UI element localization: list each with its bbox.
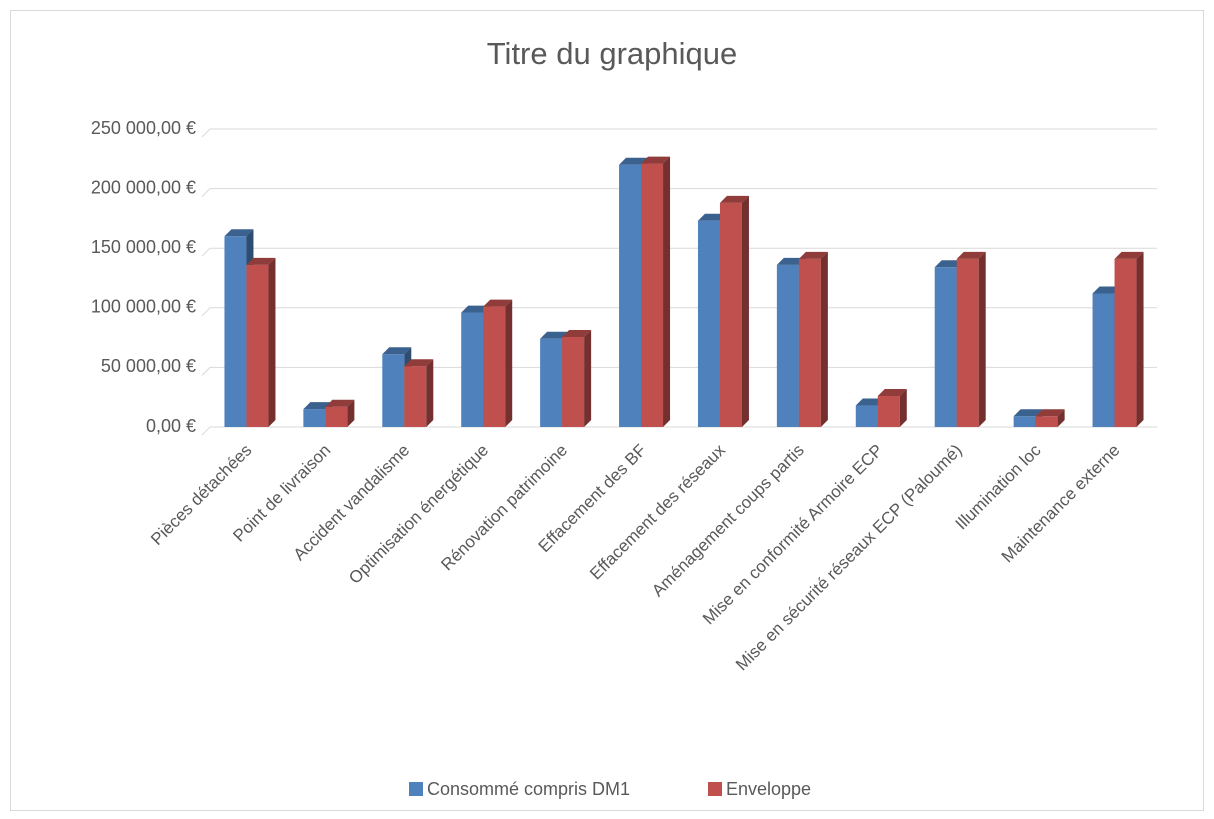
bar-top [562,330,592,338]
legend-label: Consommé compris DM1 [427,779,630,799]
legend-swatch [409,782,423,796]
bar-top [934,260,964,268]
bar-top [776,257,806,265]
chart-title: Titre du graphique [487,36,737,71]
bar-top [224,229,254,237]
bar-front [1092,293,1115,427]
chart-border [10,10,1204,811]
bar-top [1092,286,1122,294]
bar [1114,251,1144,427]
bar [798,251,828,427]
bar-side [899,389,907,427]
y-tick-label: 200 000,00 € [91,177,196,197]
grid-line [201,367,211,376]
bar-top [540,331,570,339]
bar-front [641,163,664,427]
bar-top [325,399,355,407]
bar-front [956,258,979,427]
y-tick-label: 100 000,00 € [91,297,196,317]
bar-side [505,299,513,427]
bar-side [347,399,355,427]
bar-front [877,396,900,427]
bar [325,399,355,427]
bar-top [246,257,276,265]
bar-top [855,398,885,406]
bar-front [404,366,427,427]
bar-top [1114,251,1144,259]
bar [641,156,671,427]
bar-front [325,406,348,427]
bar-front [483,306,506,427]
bar [1035,409,1065,427]
bar-front [562,337,585,427]
bar-side [584,330,592,427]
bar-top [798,251,828,259]
bar [877,389,907,427]
y-tick-label: 50 000,00 € [101,356,196,376]
bar [562,330,592,427]
grid-line [201,247,211,257]
y-tick-label: 250 000,00 € [91,118,196,138]
bar-front [619,164,642,427]
y-tick-label: 150 000,00 € [91,237,196,257]
bar-side [663,156,671,427]
bar-front [776,264,799,427]
bar-top [877,389,907,397]
grid-line [201,307,211,317]
bar-side [1057,409,1065,427]
grid-line [201,426,211,436]
bar-top [303,402,333,410]
legend-swatch [708,782,722,796]
bar-top [697,213,727,221]
grid-line [201,188,211,197]
bar-side [978,251,986,427]
bar-front [934,267,957,427]
bar-front [1035,416,1058,427]
bar-front [1114,258,1137,427]
bar-front [798,258,821,427]
bar-top [1013,409,1043,417]
bar-front [697,220,720,427]
bar-top [461,305,491,313]
bar-side [741,195,749,427]
bar-top [1035,409,1065,417]
bar-side [820,251,828,427]
bar-front [1013,416,1036,427]
bar [719,195,749,427]
grid-line [201,128,211,138]
bar-top [956,251,986,259]
bar-front [303,409,326,427]
bar-side [426,359,434,427]
bar-front [540,338,563,427]
bar [956,251,986,427]
bar [483,299,513,427]
bar-front [382,354,405,427]
bar-front [719,202,742,427]
bar [246,257,276,427]
bar [404,359,434,427]
bar-top [719,195,749,203]
legend-label: Enveloppe [726,779,811,799]
bar-front [855,405,878,427]
bar-top [619,157,649,165]
bar-top [641,156,671,164]
bar-front [461,312,484,427]
bar-side [268,257,276,427]
y-tick-label: 0,00 € [146,416,196,436]
bar-top [404,359,434,367]
bar-top [483,299,513,307]
bar-side [1136,251,1144,427]
bar-top [382,347,412,355]
bar-front [246,264,269,427]
bar-front [224,236,247,427]
